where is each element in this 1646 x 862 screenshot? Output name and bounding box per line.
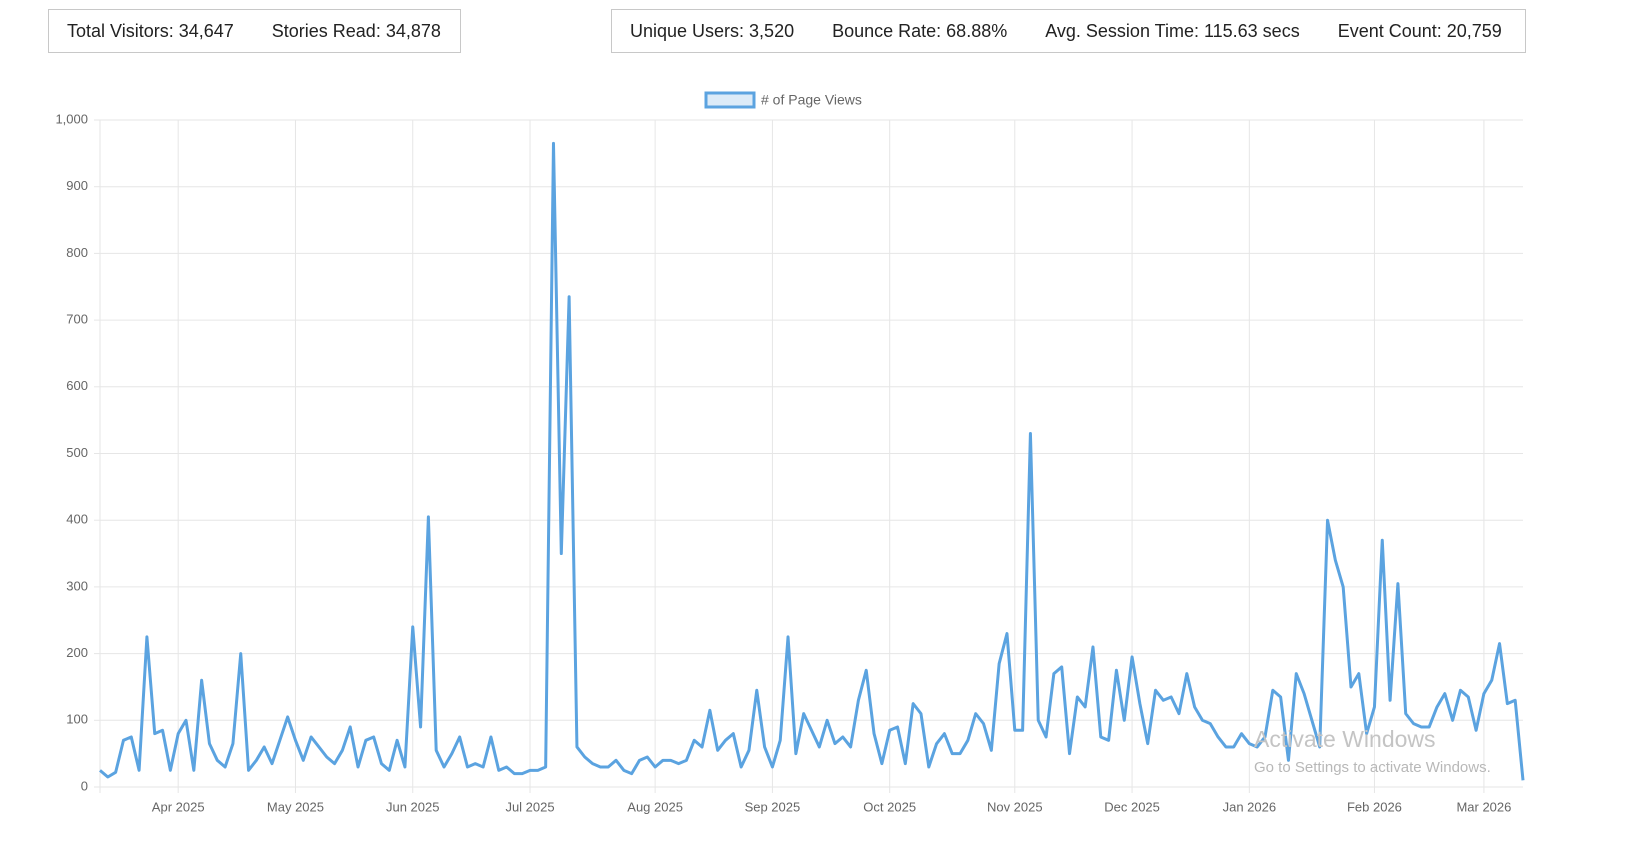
x-tick-label: Feb 2026 [1347, 799, 1402, 814]
x-tick-label: Nov 2025 [987, 799, 1043, 814]
y-tick-label: 900 [66, 178, 88, 193]
legend-swatch [704, 91, 756, 109]
x-tick-label: Apr 2025 [152, 799, 205, 814]
stat: Event Count: 20,759 [1337, 20, 1502, 41]
y-tick-label: 300 [66, 578, 88, 593]
legend-label: # of Page Views [761, 92, 862, 108]
x-tick-label: Mar 2026 [1456, 799, 1511, 814]
stats-box: Unique Users: 3,520 Bounce Rate: 68.88% Av… [611, 9, 1526, 53]
x-tick-label: May 2025 [267, 799, 324, 814]
y-tick-label: 200 [66, 645, 88, 660]
x-tick-label: Jan 2026 [1223, 799, 1277, 814]
y-tick-label: 400 [66, 512, 88, 527]
data-line [99, 141, 1525, 781]
y-tick-label: 0 [81, 778, 88, 793]
x-tick-label: Jul 2025 [505, 799, 554, 814]
y-tick-label: 700 [66, 312, 88, 327]
stat: Bounce Rate: 68.88% [832, 20, 1008, 41]
watermark-title: Activate Windows [1254, 726, 1436, 752]
watermark-subtitle: Go to Settings to activate Windows. [1254, 759, 1491, 776]
y-tick-label: 600 [66, 378, 88, 393]
y-tick-label: 100 [66, 712, 88, 727]
y-tick-label: 800 [66, 245, 88, 260]
y-tick-label: 1,000 [55, 111, 88, 126]
stats-box: Total Visitors: 34,647 Stories Read: 34,8… [48, 9, 461, 53]
stat: Avg. Session Time: 115.63 secs [1045, 20, 1300, 41]
x-tick-label: Sep 2025 [745, 799, 801, 814]
stat: Unique Users: 3,520 [630, 20, 795, 41]
y-tick-label: 500 [66, 445, 88, 460]
x-tick-label: Jun 2025 [386, 799, 440, 814]
stat: Stories Read: 34,878 [271, 20, 441, 41]
x-tick-label: Oct 2025 [863, 799, 916, 814]
stat: Total Visitors: 34,647 [67, 20, 234, 41]
x-tick-label: Aug 2025 [627, 799, 683, 814]
x-tick-label: Dec 2025 [1104, 799, 1160, 814]
